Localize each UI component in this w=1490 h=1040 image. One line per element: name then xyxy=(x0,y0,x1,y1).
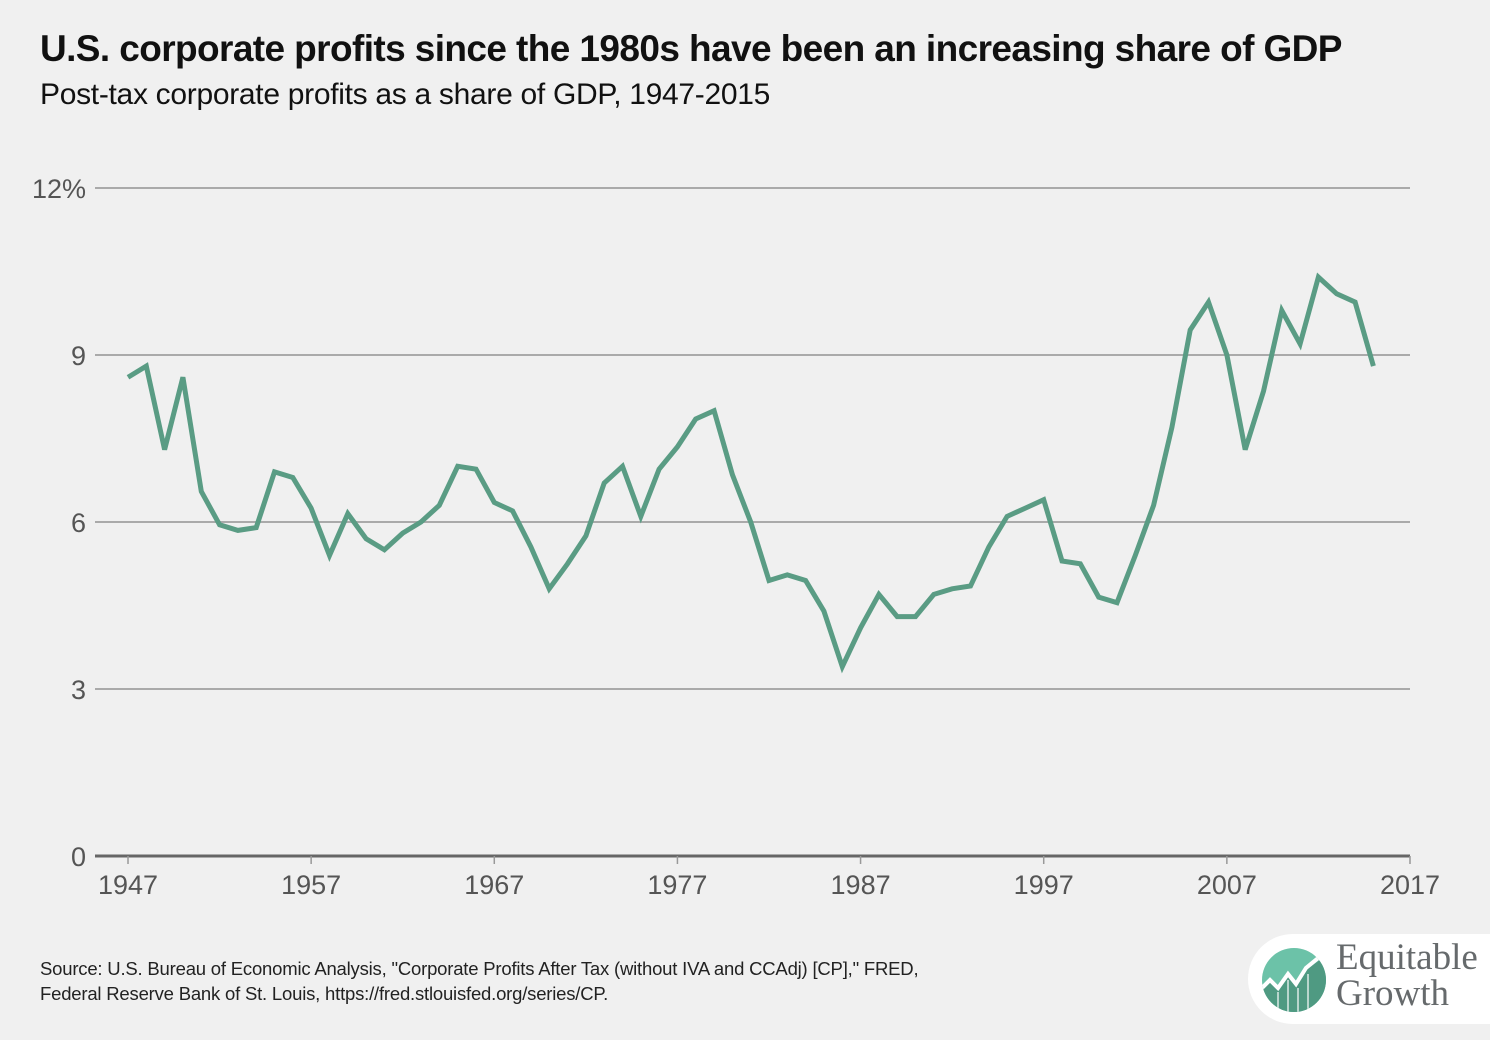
y-tick-label: 6 xyxy=(71,508,86,538)
y-tick-label: 9 xyxy=(71,341,86,371)
gridlines xyxy=(95,187,1410,690)
chart-subtitle: Post-tax corporate profits as a share of… xyxy=(40,78,771,111)
line-chart: 0 3 6 9 12% 1947 1957 1967 1977 1987 1997 2007 2017 xyxy=(32,174,1440,900)
x-tick-label: 1947 xyxy=(98,870,158,900)
chart-title: U.S. corporate profits since the 1980s h… xyxy=(40,28,1342,69)
x-tick-label: 1977 xyxy=(647,870,707,900)
source-line-1: Source: U.S. Bureau of Economic Analysis… xyxy=(40,958,919,979)
equitable-growth-logo: Equitable Growth xyxy=(1248,934,1490,1024)
source-note: Source: U.S. Bureau of Economic Analysis… xyxy=(40,956,919,1006)
x-tick-label: 1957 xyxy=(281,870,341,900)
data-series xyxy=(126,272,1376,674)
growth-chart-icon xyxy=(1262,948,1326,1012)
y-tick-label: 0 xyxy=(71,842,86,872)
logo-line-2: Growth xyxy=(1336,973,1450,1014)
y-axis-ticks: 0 3 6 9 12% xyxy=(32,174,86,872)
x-tick-label: 2007 xyxy=(1197,870,1257,900)
x-tick-label: 2017 xyxy=(1380,870,1440,900)
logo-line-1: Equitable xyxy=(1336,937,1478,978)
series-line xyxy=(126,272,1376,674)
x-tick-label: 1987 xyxy=(831,870,891,900)
source-line-2: Federal Reserve Bank of St. Louis, https… xyxy=(40,983,609,1004)
x-tick-label: 1997 xyxy=(1014,870,1074,900)
y-tick-label: 3 xyxy=(71,675,86,705)
logo-wordmark: Equitable Growth xyxy=(1336,937,1478,1014)
x-tick-label: 1967 xyxy=(464,870,524,900)
y-tick-label: 12% xyxy=(32,174,86,204)
x-axis: 1947 1957 1967 1977 1987 1997 2007 2017 xyxy=(95,854,1440,900)
